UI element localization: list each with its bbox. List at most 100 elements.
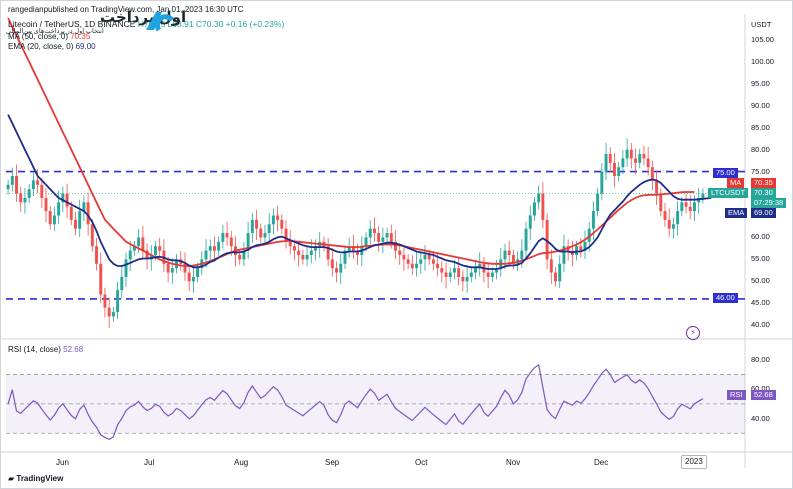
ema-legend[interactable]: EMA (20, close, 0) 69.00 [8, 42, 96, 51]
ma-legend[interactable]: MA (50, close, 0) 70.35 [8, 32, 90, 41]
price-tick-label: 45.00 [751, 298, 770, 308]
rsi-tick-label: 80.00 [751, 354, 770, 364]
ma-value-badge: 70.35 [751, 178, 776, 188]
candle-body [242, 250, 246, 260]
candle-body [137, 237, 141, 247]
lightning-icon[interactable]: ⚡ [686, 326, 700, 340]
price-tick-label: 90.00 [751, 100, 770, 110]
publisher-line: rangedianpublished on TradingView.com, J… [8, 5, 244, 14]
ema-value-badge: 69.00 [751, 208, 776, 218]
candle-body [31, 180, 35, 190]
candle-body [600, 171, 604, 194]
ohlc-values: H70.65 L68.91 C70.30 +0.16 (+0.23%) [137, 19, 285, 29]
month-label: Jul [144, 458, 155, 467]
candle-body [591, 211, 595, 229]
rsi-band [6, 374, 745, 434]
watermark-logo: اول پرداخت [48, 2, 186, 42]
candle-body [541, 193, 545, 220]
month-label: Jun [56, 458, 69, 467]
candle-body [503, 250, 507, 260]
candle-body [69, 206, 73, 220]
candle-body [10, 176, 14, 185]
candle-body [436, 263, 440, 269]
candle-body [621, 158, 625, 168]
candle-body [6, 184, 10, 190]
candle-body [671, 224, 675, 229]
price-tick-label: 50.00 [751, 276, 770, 286]
symbol-line[interactable]: Litecoin / TetherUS, 1D BINANCE H70.65 L… [8, 19, 284, 29]
candle-body [410, 263, 414, 269]
candle-body [532, 202, 536, 216]
candle-body [212, 246, 216, 251]
candle-body [562, 246, 566, 264]
candle-body [688, 206, 692, 212]
candle-body [57, 202, 61, 216]
candle-body [587, 228, 591, 242]
candle-body [377, 233, 381, 242]
rsi-legend[interactable]: RSI (14, close) 52.68 [8, 345, 83, 354]
ma50-line [7, 17, 695, 267]
candle-body [507, 250, 511, 255]
candle-body [549, 259, 553, 273]
candle-body [465, 276, 469, 282]
month-label: Sep [325, 458, 340, 467]
candle-body [634, 158, 637, 163]
candle-body [208, 246, 212, 251]
candle-body [120, 276, 124, 291]
last-price-badge: 70.30 [751, 188, 776, 198]
candle-body [650, 167, 654, 181]
candle-body [381, 237, 385, 242]
symbol-name[interactable]: Litecoin / TetherUS, 1D BINANCE [8, 19, 136, 29]
rsi-legend-label: RSI (14, close) [8, 345, 61, 354]
candle-body [692, 202, 696, 212]
candle-body [642, 154, 646, 159]
candle-body [78, 211, 82, 229]
tradingview-brand[interactable]: ▰ TradingView [8, 474, 63, 483]
candle-body [267, 224, 271, 234]
publisher-text: rangedianpublished on TradingView.com, J… [8, 5, 244, 14]
candle-body [537, 193, 541, 203]
rsi-line [7, 363, 704, 440]
candle-body [419, 259, 423, 264]
candle-body [36, 180, 40, 185]
candle-body [617, 167, 621, 176]
price-tick-label: 55.00 [751, 254, 770, 264]
candle-body [23, 197, 27, 203]
candle-body [27, 189, 31, 198]
candle-body [495, 268, 499, 273]
candle-body [667, 219, 671, 229]
candle-body [95, 246, 99, 264]
candle-body [124, 259, 128, 277]
rsi-tick-label: 40.00 [751, 413, 770, 423]
candle-body [82, 202, 86, 212]
candle-body [259, 228, 263, 238]
candle-body [684, 202, 688, 207]
candle-body [511, 255, 515, 264]
candle-body [330, 259, 334, 269]
candle-body [288, 241, 292, 247]
price-tick-label: 105.00 [751, 34, 774, 44]
tradingview-brand-text: TradingView [16, 474, 64, 483]
candle-body [145, 250, 149, 260]
candle-body [196, 268, 200, 277]
candle-body [107, 307, 111, 317]
candle-body [339, 263, 343, 273]
candle-body [187, 272, 191, 282]
price-tick-label: 80.00 [751, 144, 770, 154]
logo-text: اول پرداخت [100, 9, 187, 26]
candle-body [347, 246, 351, 251]
candle-body [314, 246, 317, 251]
symbol-tag-badge: LTCUSDT [708, 188, 749, 198]
ma-legend-label: MA (50, close, 0) [8, 32, 69, 41]
candle-body [372, 228, 376, 234]
candle-body [335, 268, 339, 273]
candle-body [166, 263, 170, 273]
candle-body [604, 154, 608, 172]
candle-body [402, 255, 406, 260]
rsi-tick-label: 60.00 [751, 384, 770, 394]
candle-body [356, 250, 360, 255]
candle-body [99, 263, 103, 295]
currency-label: USDT [751, 20, 772, 29]
candle-body [394, 241, 397, 251]
